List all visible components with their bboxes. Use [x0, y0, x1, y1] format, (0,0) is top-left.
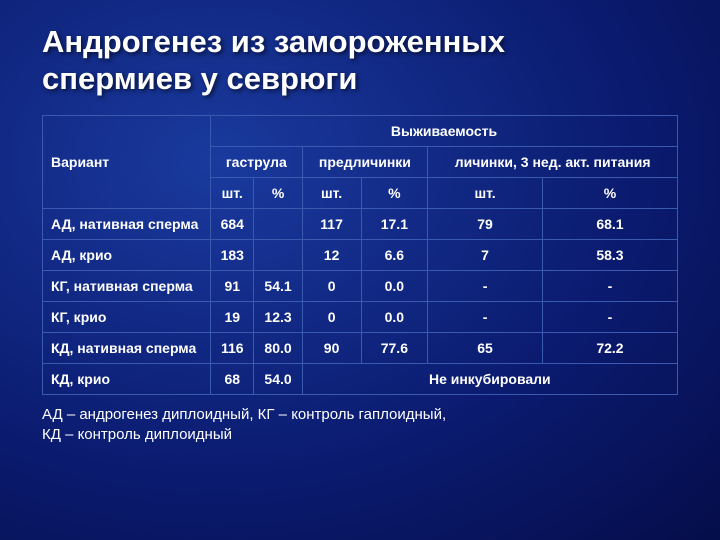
- row-label: АД, крио: [43, 240, 211, 271]
- cell: 54.0: [254, 364, 302, 395]
- subhead-sht: шт.: [211, 178, 254, 209]
- cell: 684: [211, 209, 254, 240]
- cell: 58.3: [542, 240, 677, 271]
- header-variant: Вариант: [43, 116, 211, 209]
- cell: 54.1: [254, 271, 302, 302]
- title-line1: Андрогенез из замороженных: [42, 24, 505, 59]
- cell: 72.2: [542, 333, 677, 364]
- table-row: АД, нативная сперма 684 117 17.1 79 68.1: [43, 209, 678, 240]
- row-label: КД, крио: [43, 364, 211, 395]
- cell: -: [428, 271, 543, 302]
- cell: 6.6: [361, 240, 428, 271]
- row-label: КГ, нативная сперма: [43, 271, 211, 302]
- cell: 19: [211, 302, 254, 333]
- super-header: Выживаемость: [211, 116, 678, 147]
- table-row: КД, крио 68 54.0 Не инкубировали: [43, 364, 678, 395]
- merged-note: Не инкубировали: [302, 364, 677, 395]
- table-row: КД, нативная сперма 116 80.0 90 77.6 65 …: [43, 333, 678, 364]
- row-label: КГ, крио: [43, 302, 211, 333]
- cell: 0: [302, 271, 361, 302]
- cell: 0.0: [361, 271, 428, 302]
- cell: -: [428, 302, 543, 333]
- data-table: Вариант Выживаемость гаструла предличинк…: [42, 115, 678, 395]
- cell: 117: [302, 209, 361, 240]
- subhead-sht: шт.: [428, 178, 543, 209]
- cell: 12: [302, 240, 361, 271]
- footnote: АД – андрогенез диплоидный, КГ – контрол…: [42, 405, 678, 446]
- cell: 91: [211, 271, 254, 302]
- row-label: АД, нативная сперма: [43, 209, 211, 240]
- cell: 68: [211, 364, 254, 395]
- cell: -: [542, 271, 677, 302]
- cell: 12.3: [254, 302, 302, 333]
- row-label: КД, нативная сперма: [43, 333, 211, 364]
- cell: 116: [211, 333, 254, 364]
- cell: 17.1: [361, 209, 428, 240]
- cell: -: [542, 302, 677, 333]
- slide-title: Андрогенез из замороженных спермиев у се…: [42, 24, 678, 97]
- footnote-line2: КД – контроль диплоидный: [42, 426, 232, 443]
- cell: 90: [302, 333, 361, 364]
- cell: 0.0: [361, 302, 428, 333]
- cell: 80.0: [254, 333, 302, 364]
- header-group1: гаструла: [211, 147, 303, 178]
- cell: [254, 209, 302, 240]
- cell: 183: [211, 240, 254, 271]
- table-row: АД, крио 183 12 6.6 7 58.3: [43, 240, 678, 271]
- table-row: КГ, крио 19 12.3 0 0.0 - -: [43, 302, 678, 333]
- subhead-sht: шт.: [302, 178, 361, 209]
- cell: [254, 240, 302, 271]
- cell: 7: [428, 240, 543, 271]
- subhead-pct: %: [254, 178, 302, 209]
- subhead-pct: %: [542, 178, 677, 209]
- footnote-line1: АД – андрогенез диплоидный, КГ – контрол…: [42, 406, 446, 423]
- table-row: КГ, нативная сперма 91 54.1 0 0.0 - -: [43, 271, 678, 302]
- title-line2: спермиев у севрюги: [42, 61, 357, 96]
- cell: 77.6: [361, 333, 428, 364]
- cell: 79: [428, 209, 543, 240]
- cell: 65: [428, 333, 543, 364]
- header-group2: предличинки: [302, 147, 428, 178]
- cell: 0: [302, 302, 361, 333]
- cell: 68.1: [542, 209, 677, 240]
- subhead-pct: %: [361, 178, 428, 209]
- header-group3: личинки, 3 нед. акт. питания: [428, 147, 678, 178]
